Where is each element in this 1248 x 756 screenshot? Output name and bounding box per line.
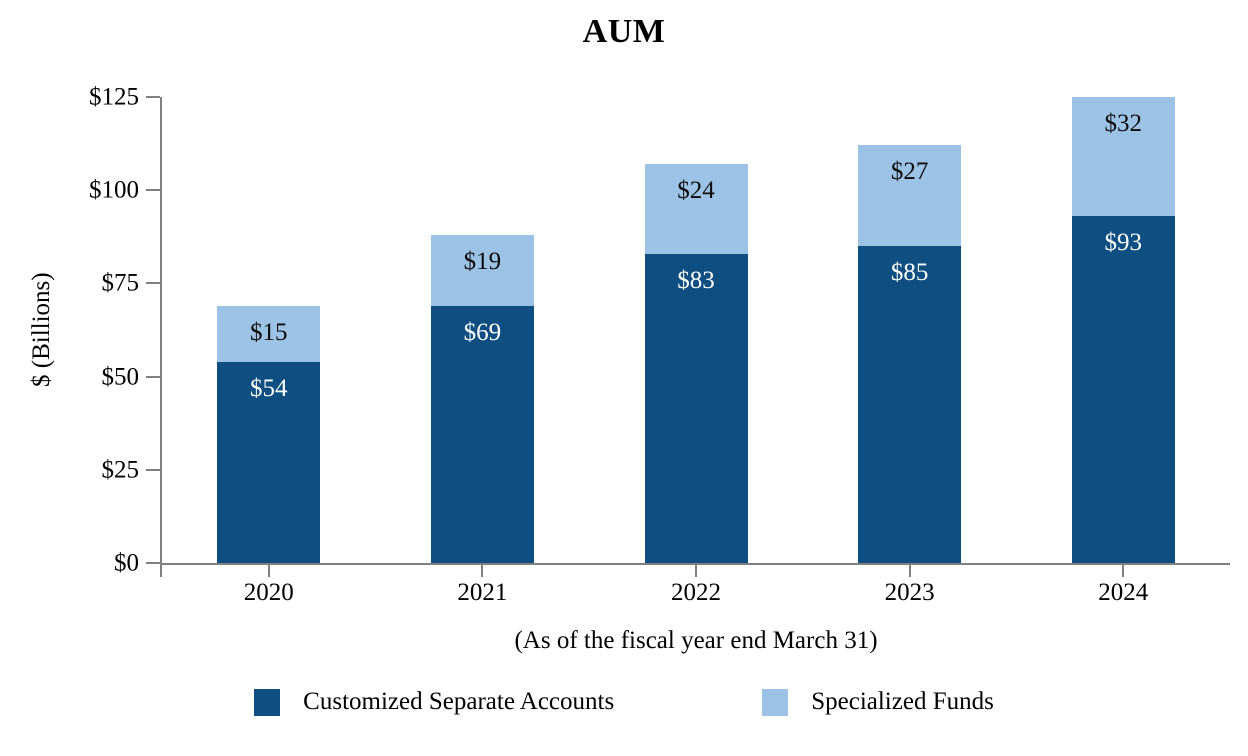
bar-segment: $19 xyxy=(430,234,534,306)
bar-segment: $83 xyxy=(644,253,748,563)
x-tick xyxy=(267,563,270,577)
bar-value-label: $69 xyxy=(463,318,502,346)
x-tick xyxy=(695,563,697,577)
y-tick-label: $125 xyxy=(89,83,139,111)
x-tick-label: 2020 xyxy=(243,579,294,606)
y-tick-label: $100 xyxy=(89,176,139,204)
bar-group: $27 $85 xyxy=(858,145,962,563)
legend-label: Specialized Funds xyxy=(811,688,994,715)
bar-value-label: $15 xyxy=(250,318,288,346)
bar-value-label: $54 xyxy=(250,374,288,402)
x-tick-label: 2024 xyxy=(1098,579,1149,606)
y-tick-label: $0 xyxy=(114,549,139,577)
bar-value-label: $19 xyxy=(463,247,502,275)
x-tick-label: 2021 xyxy=(457,579,508,606)
bar-group: $24 $83 xyxy=(644,164,748,563)
y-tick xyxy=(146,96,160,98)
bar-group: $15 $54 xyxy=(217,305,321,563)
bar-segment: $93 xyxy=(1071,216,1175,563)
x-axis-caption: (As of the fiscal year end March 31) xyxy=(514,627,878,654)
bar-value-label: $27 xyxy=(890,158,929,186)
legend-item: Specialized Funds xyxy=(762,688,994,716)
legend-swatch xyxy=(762,688,789,716)
legend-item: Customized Separate Accounts xyxy=(254,688,614,716)
bar-segment: $54 xyxy=(217,361,321,563)
x-tick-label: 2023 xyxy=(884,579,935,606)
bar-segment: $69 xyxy=(430,305,534,563)
y-tick xyxy=(146,375,160,378)
bar-segment: $32 xyxy=(1071,97,1175,217)
bar-segment: $15 xyxy=(217,305,321,362)
bar-value-label: $24 xyxy=(677,177,715,205)
bar-value-label: $93 xyxy=(1104,229,1142,257)
y-tick-label: $25 xyxy=(101,456,140,484)
y-tick-label: $75 xyxy=(101,269,140,297)
legend-swatch xyxy=(254,688,281,716)
plot-area: $0 $25 $50 $75 $100 $125 $15 $54 2020 $19 $69 2021 $… xyxy=(89,85,1230,606)
bar-segment: $85 xyxy=(858,246,962,563)
chart-title: AUM xyxy=(582,13,666,50)
y-tick xyxy=(146,562,160,564)
y-axis-title: $ (Billions) xyxy=(28,272,55,388)
legend-label: Customized Separate Accounts xyxy=(303,688,615,715)
bar-segment: $27 xyxy=(858,145,962,247)
bar-segment: $24 xyxy=(644,164,748,254)
bar-group: $32 $93 xyxy=(1071,97,1175,563)
bar-group: $19 $69 xyxy=(430,234,534,563)
y-axis-tail-tick xyxy=(160,563,162,577)
x-tick xyxy=(481,563,484,577)
bar-value-label: $83 xyxy=(677,266,715,294)
bar-value-label: $32 xyxy=(1104,110,1142,137)
bar-value-label: $85 xyxy=(890,259,929,287)
legend: Customized Separate Accounts Specialized… xyxy=(0,688,1248,716)
x-tick-label: 2022 xyxy=(671,579,721,606)
y-tick xyxy=(146,468,160,471)
x-tick xyxy=(908,563,911,577)
x-tick xyxy=(1122,563,1125,577)
y-tick xyxy=(146,282,160,285)
y-tick-label: $50 xyxy=(101,363,140,391)
y-tick xyxy=(146,189,160,192)
